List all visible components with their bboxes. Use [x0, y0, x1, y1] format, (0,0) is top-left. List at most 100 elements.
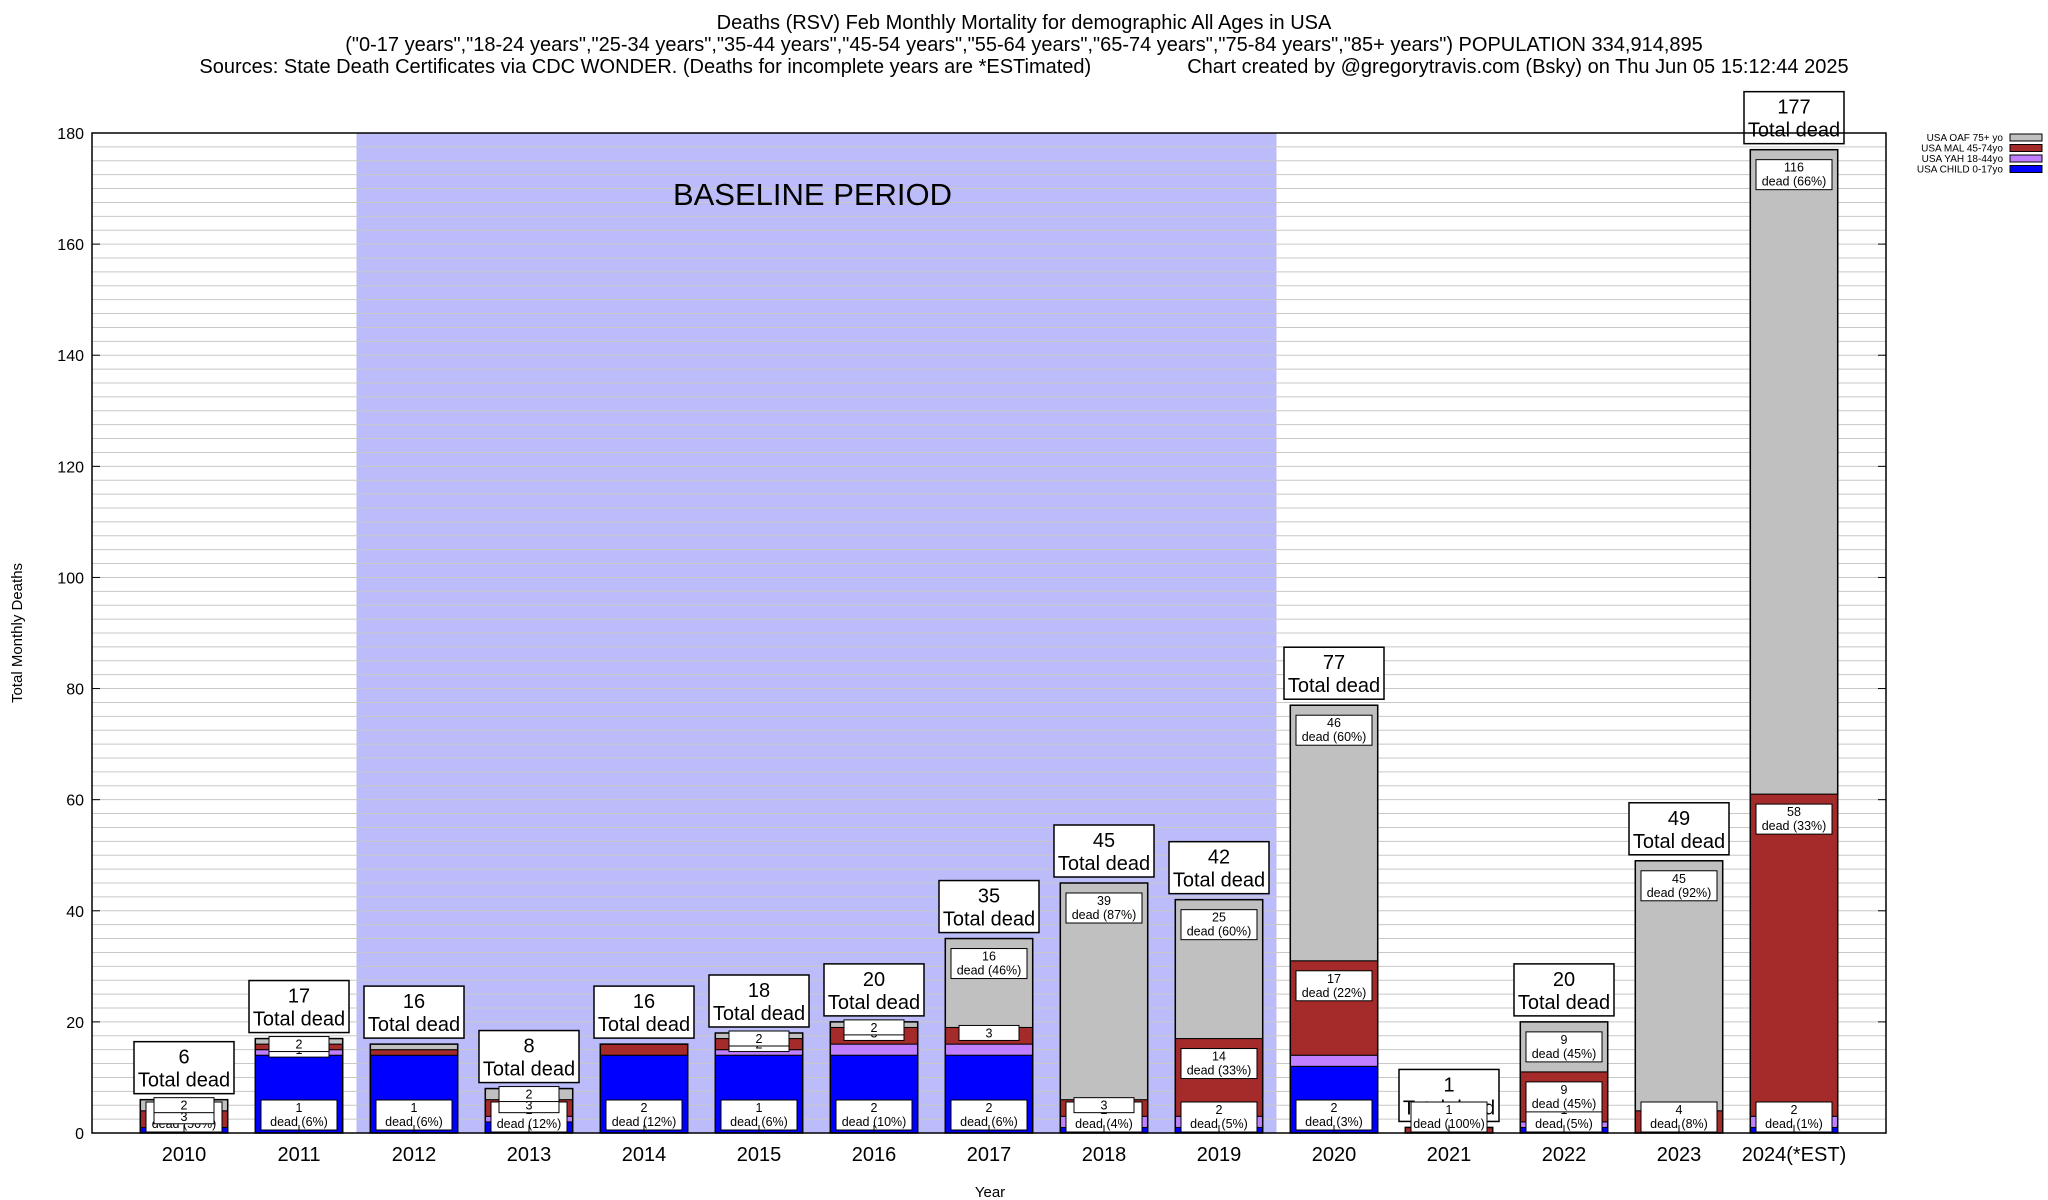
segment-label-box	[498, 1086, 560, 1103]
total-dead-label: Total dead	[483, 1059, 575, 1081]
total-dead-label: Total dead	[253, 1009, 345, 1031]
y-tick-label: 0	[75, 1126, 84, 1143]
total-value: 42	[1208, 847, 1230, 869]
segment-label-box	[1525, 1081, 1603, 1113]
bar-segment	[1289, 704, 1379, 962]
y-axis-label: Total Monthly Deaths	[9, 563, 26, 703]
chart-sources-line: Sources: State Death Certificates via CD…	[0, 56, 2048, 78]
x-tick-label: 2014	[622, 1144, 667, 1166]
bar-segment	[829, 1043, 919, 1056]
total-dead-label: Total dead	[598, 1014, 690, 1036]
segment-count-label: 4	[1676, 1103, 1683, 1117]
segment-count-label: 45	[1672, 872, 1686, 886]
total-dead-label: Total dead	[138, 1070, 230, 1092]
segment-percent-label: dead (5%)	[1535, 1117, 1593, 1131]
segment-percent-label: dead (6%)	[730, 1115, 788, 1129]
segment-count-label: 3	[181, 1110, 188, 1124]
total-value: 20	[863, 969, 885, 991]
plot-border	[91, 132, 1887, 1134]
x-tick-label: 2024(*EST)	[1742, 1144, 1847, 1166]
segment-label-box	[268, 1036, 330, 1053]
segment-count-label: 2	[871, 1021, 878, 1035]
total-dead-label: Total dead	[943, 909, 1035, 931]
baseline-period-label: BASELINE PERIOD	[673, 177, 952, 212]
legend-label: USA MAL 45-74yo	[1921, 144, 2003, 155]
segment-percent-label: dead (92%)	[1647, 886, 1712, 900]
segment-percent-label: dead (46%)	[957, 964, 1022, 978]
x-tick-label: 2013	[507, 1144, 552, 1166]
segment-percent-label: dead (45%)	[1532, 1097, 1597, 1111]
segment-count-label: 16	[982, 950, 996, 964]
segment-percent-label: dead (5%)	[1190, 1117, 1248, 1131]
x-tick-label: 2022	[1542, 1144, 1587, 1166]
y-tick-label: 160	[57, 237, 84, 254]
segment-count-label: 3	[1101, 1099, 1108, 1113]
total-label-box	[1053, 824, 1155, 878]
total-label-box	[1743, 90, 1845, 145]
segment-percent-label: dead (33%)	[1187, 1064, 1252, 1078]
total-dead-label: Total dead	[828, 992, 920, 1014]
total-label-box	[363, 985, 465, 1039]
total-value: 20	[1553, 969, 1575, 991]
segment-count-label: 14	[1212, 1050, 1226, 1064]
segment-count-label: 9	[1561, 1033, 1568, 1047]
segment-label-box	[153, 1097, 215, 1114]
x-axis-label: Year	[975, 1184, 1005, 1200]
segment-count-label: 1	[756, 1101, 763, 1115]
x-tick-label: 2017	[967, 1144, 1012, 1166]
legend-label: USA CHILD 0-17yo	[1917, 165, 2004, 176]
bar-segment	[599, 1043, 689, 1056]
total-value: 1	[1443, 1074, 1454, 1096]
bar-segment	[1289, 1054, 1379, 1067]
segment-count-label: 46	[1327, 716, 1341, 730]
segment-count-label: 116	[1784, 161, 1804, 175]
bar-segment	[1634, 860, 1724, 1112]
bar-segment	[1749, 793, 1839, 1117]
segment-label-box	[1755, 1101, 1833, 1133]
segment-percent-label: dead (33%)	[1762, 819, 1827, 833]
total-label-box	[478, 1029, 580, 1084]
segment-percent-label: dead (22%)	[1302, 986, 1367, 1000]
total-dead-label: Total dead	[1518, 992, 1610, 1014]
segment-count-label: 2	[641, 1101, 648, 1115]
total-value: 16	[633, 991, 655, 1013]
total-dead-label: Total dead	[1288, 675, 1380, 697]
segment-count-label: 2	[181, 1099, 188, 1113]
total-value: 17	[288, 986, 310, 1008]
segment-percent-label: dead (6%)	[960, 1115, 1018, 1129]
segment-percent-label: dead (4%)	[1075, 1117, 1133, 1131]
total-dead-label: Total dead	[1633, 831, 1725, 853]
segment-label-box	[843, 1019, 905, 1036]
y-tick-label: 60	[66, 793, 84, 810]
segment-percent-label: dead (12%)	[612, 1115, 677, 1129]
segment-label-box	[1525, 1031, 1603, 1063]
total-value: 177	[1777, 97, 1810, 119]
segment-count-label: 1	[411, 1101, 418, 1115]
segment-percent-label: dead (45%)	[1532, 1047, 1597, 1061]
segment-count-label: 2	[871, 1101, 878, 1115]
total-label-box	[1283, 646, 1385, 700]
bar-segment	[369, 1049, 459, 1056]
legend-swatch	[2009, 133, 2043, 142]
x-tick-label: 2021	[1427, 1144, 1472, 1166]
segment-percent-label: dead (3%)	[1305, 1115, 1363, 1129]
segment-percent-label: dead (10%)	[842, 1115, 907, 1129]
segment-label-box	[1073, 1097, 1135, 1114]
segment-count-label: 3	[526, 1099, 533, 1113]
segment-label-box	[1180, 909, 1258, 941]
segment-label-box	[1295, 714, 1373, 746]
legend-label: USA YAH 18-44yo	[1922, 154, 2004, 165]
segment-percent-label: dead (100%)	[1413, 1117, 1485, 1131]
total-value: 35	[978, 886, 1000, 908]
segment-percent-label: dead (60%)	[1187, 925, 1252, 939]
chart-subtitle: ("0-17 years","18-24 years","25-34 years…	[345, 34, 1703, 56]
segment-label-box	[1180, 1048, 1258, 1080]
segment-count-label: 2	[986, 1101, 993, 1115]
total-label-box	[1628, 802, 1730, 856]
total-label-box	[133, 1040, 235, 1095]
total-value: 77	[1323, 652, 1345, 674]
chart-title: Deaths (RSV) Feb Monthly Mortality for d…	[716, 12, 1332, 34]
segment-label-box	[728, 1030, 790, 1047]
segment-label-box	[1640, 870, 1718, 902]
total-dead-label: Total dead	[1058, 853, 1150, 875]
